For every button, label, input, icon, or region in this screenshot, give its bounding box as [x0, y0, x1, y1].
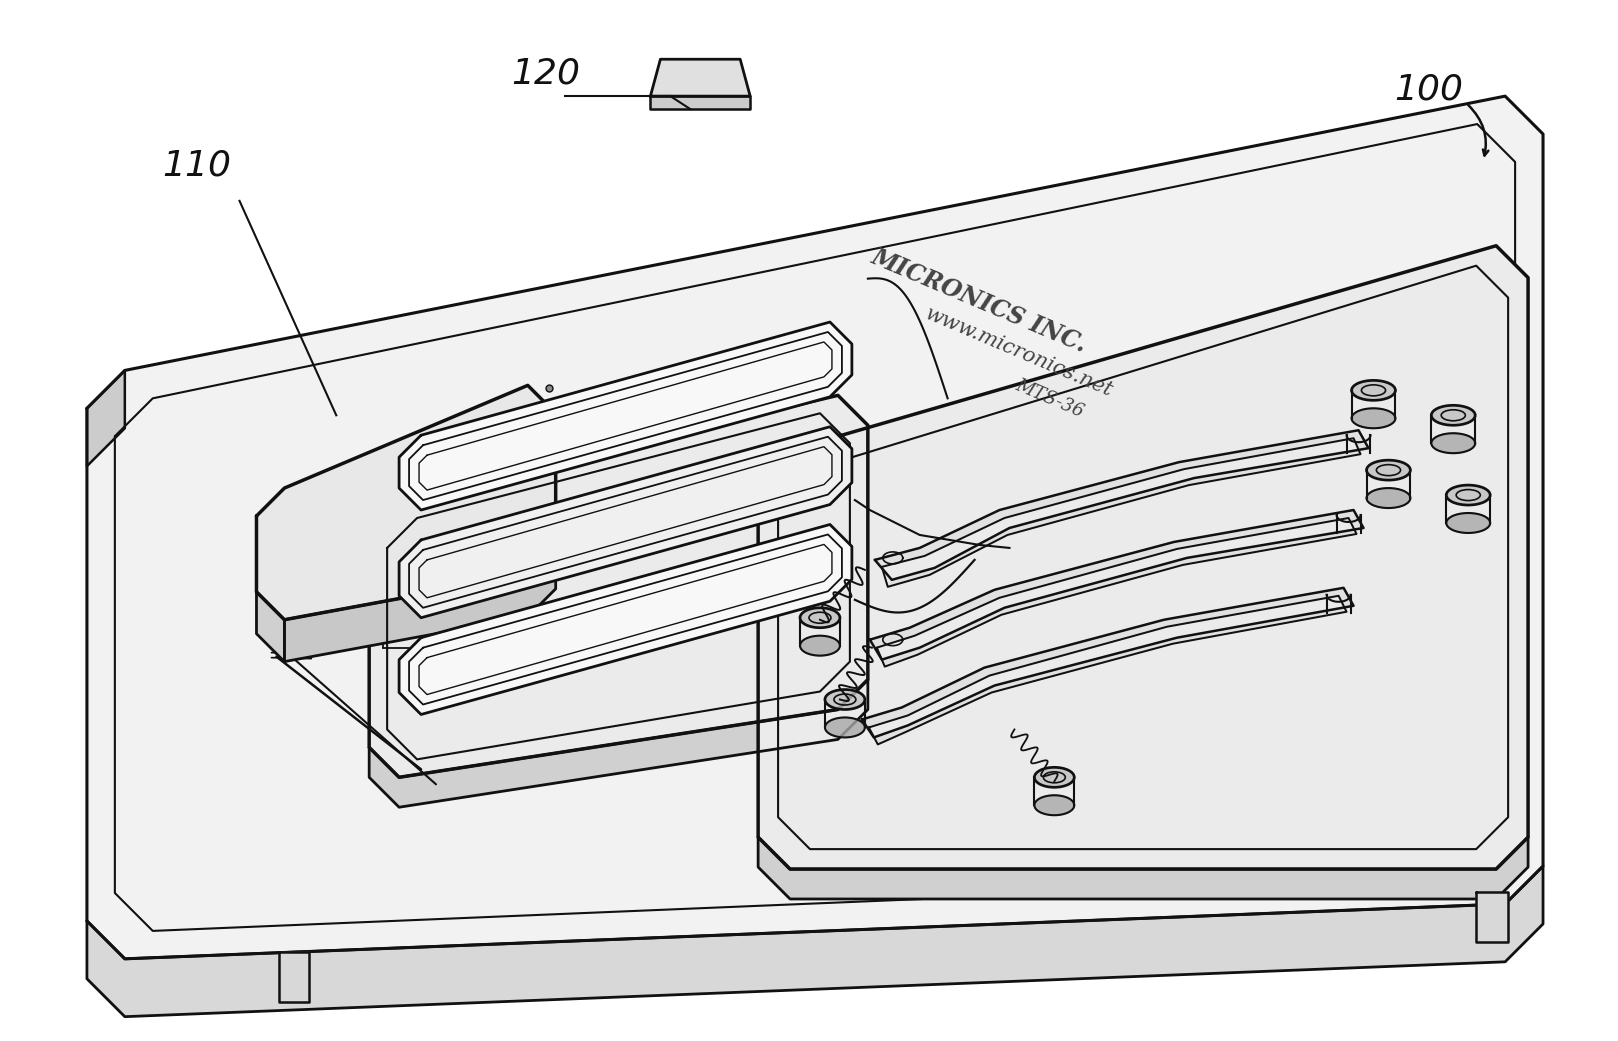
Text: 100: 100: [1393, 72, 1463, 106]
Ellipse shape: [825, 717, 866, 737]
Ellipse shape: [1432, 433, 1476, 453]
Polygon shape: [280, 951, 309, 1001]
Polygon shape: [875, 430, 1369, 587]
Ellipse shape: [1367, 488, 1411, 508]
Polygon shape: [285, 547, 555, 662]
Polygon shape: [870, 510, 1364, 666]
Ellipse shape: [825, 689, 866, 710]
Ellipse shape: [799, 608, 840, 628]
Polygon shape: [759, 837, 1527, 899]
Polygon shape: [862, 588, 1354, 744]
Ellipse shape: [1351, 408, 1395, 428]
Polygon shape: [1476, 892, 1508, 942]
Polygon shape: [400, 525, 853, 714]
Ellipse shape: [1446, 513, 1490, 533]
Polygon shape: [650, 59, 751, 96]
Polygon shape: [400, 322, 853, 510]
Polygon shape: [257, 516, 285, 662]
Polygon shape: [87, 866, 1544, 1017]
Polygon shape: [87, 96, 1544, 959]
Polygon shape: [87, 371, 125, 466]
Polygon shape: [400, 427, 853, 617]
Ellipse shape: [1034, 767, 1074, 787]
Ellipse shape: [799, 636, 840, 656]
Ellipse shape: [1367, 460, 1411, 480]
Polygon shape: [369, 396, 867, 778]
Polygon shape: [650, 96, 751, 109]
Ellipse shape: [1432, 405, 1476, 426]
Text: MICRONICS INC.: MICRONICS INC.: [869, 245, 1091, 357]
Text: 120: 120: [511, 56, 581, 91]
Ellipse shape: [1034, 795, 1074, 815]
Text: www.micronics.net: www.micronics.net: [922, 304, 1116, 401]
Polygon shape: [369, 680, 867, 807]
Ellipse shape: [1446, 485, 1490, 505]
Text: MTS-36: MTS-36: [1013, 376, 1086, 421]
Text: 110: 110: [162, 149, 231, 183]
Polygon shape: [257, 385, 555, 619]
Polygon shape: [759, 246, 1527, 869]
Ellipse shape: [1351, 380, 1395, 401]
